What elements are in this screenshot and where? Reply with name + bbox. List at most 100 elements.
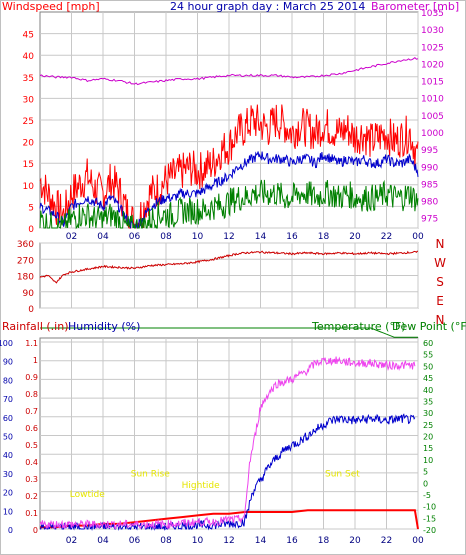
wind-x-tick-label: 14	[255, 232, 267, 242]
event-annotations: Lowtide Sun Rise Hightide Sun Set	[70, 470, 361, 501]
rain-x-tick-label: 12	[223, 536, 234, 546]
compass-label-n: N	[436, 237, 445, 251]
direction-tick-label: 180	[17, 273, 34, 283]
wind-x-tick-label: 08	[160, 232, 172, 242]
wind-x-tick-label: 10	[192, 232, 204, 242]
wind-right-axis-label: Barometer [mb]	[371, 0, 459, 13]
temperature-axis-label: Temperature (°F)	[311, 320, 406, 333]
wind-x-tick-label: 20	[349, 232, 361, 242]
series-line-barometer	[39, 57, 419, 86]
wind-left-tick-label: 30	[23, 95, 35, 105]
direction-axis-ticks: 0 90 180 270 360	[17, 240, 34, 315]
rain-x-tick-label: 16	[286, 536, 298, 546]
wind-right-tick-label: 1035	[421, 9, 444, 19]
rainfall-tick-label: 0.5	[25, 441, 38, 450]
rainfall-axis-label: Rainfall (.in)	[2, 320, 69, 333]
wind-x-tick-label: 16	[286, 232, 298, 242]
rainfall-tick-label: 0.8	[25, 390, 38, 399]
temperature-tick-label: 15	[423, 444, 433, 453]
wind-right-axis-ticks: 975 980 985 990 995 1000 1005 1010 1015 1020 1025 1…	[421, 9, 444, 225]
rain-temperature-panel: Lowtide Sun Rise Hightide Sun Set 0 0.1 0.2 0.…	[0, 320, 466, 546]
compass-label-w: W	[434, 256, 446, 270]
wind-left-tick-label: 0	[28, 225, 34, 235]
series-line-wind-gust-low	[39, 179, 419, 230]
wind-left-axis-label: Windspeed [mph]	[2, 0, 100, 13]
rainfall-tick-label: 0.9	[25, 373, 38, 382]
wind-right-tick-label: 1025	[421, 43, 444, 53]
wind-left-tick-label: 35	[23, 74, 34, 84]
temperature-tick-label: -10	[423, 503, 436, 512]
humidity-tick-label: 50	[3, 433, 13, 442]
wind-right-tick-label: 1005	[421, 112, 444, 122]
annotation-hightide: Hightide	[182, 481, 220, 491]
temperature-tick-label: 60	[423, 339, 433, 348]
rain-x-tick-label: 14	[255, 536, 267, 546]
series-line-dew-point	[40, 327, 418, 338]
rainfall-axis-ticks: 0 0.1 0.2 0.3 0.4 0.5 0.6 0.7 0.8 0.9 1 1.1	[25, 339, 38, 535]
wind-right-tick-label: 995	[421, 146, 438, 156]
rain-x-axis-ticks: 02 04 06 08 10 12 14 16 18 20 22 00	[66, 536, 424, 546]
rain-x-tick-label: 22	[381, 536, 392, 546]
rainfall-tick-label: 0.7	[25, 407, 38, 416]
rain-x-tick-label: 10	[192, 536, 204, 546]
wind-right-tick-label: 980	[421, 198, 438, 208]
wind-x-tick-label: 00	[412, 232, 424, 242]
temperature-tick-label: 10	[423, 456, 433, 465]
chart-title: 24 hour graph day : March 25 2014	[170, 0, 365, 13]
rainfall-tick-label: 1.1	[25, 339, 38, 348]
wind-left-tick-label: 15	[23, 160, 34, 170]
rain-x-tick-label: 20	[349, 536, 361, 546]
rain-x-tick-label: 00	[412, 536, 424, 546]
rainfall-tick-label: 0	[33, 526, 38, 535]
wind-right-tick-label: 1030	[421, 26, 444, 36]
wind-right-tick-label: 975	[421, 215, 438, 225]
temperature-tick-label: 0	[423, 479, 428, 488]
series-line-humidity	[40, 413, 416, 531]
rainfall-tick-label: 1	[33, 356, 38, 365]
humidity-tick-label: 30	[3, 470, 13, 479]
wind-left-tick-label: 25	[23, 117, 34, 127]
temperature-tick-label: 45	[423, 374, 433, 383]
direction-tick-label: 360	[17, 240, 34, 250]
annotation-lowtide: Lowtide	[70, 490, 105, 500]
rain-temperature-series	[39, 327, 419, 531]
wind-left-axis-ticks: 0 5 10 15 20 25 30 35 40 45	[23, 31, 35, 235]
temperature-tick-label: 20	[423, 433, 433, 442]
humidity-tick-label: 20	[3, 489, 13, 498]
wind-right-tick-label: 1010	[421, 95, 444, 105]
humidity-tick-label: 90	[3, 358, 13, 367]
humidity-axis-label: Humidity (%)	[68, 320, 140, 333]
wind-x-tick-label: 04	[97, 232, 109, 242]
rainfall-tick-label: 0.3	[25, 475, 38, 484]
humidity-tick-label: 60	[3, 414, 13, 423]
series-line-wind-direction	[39, 250, 418, 284]
direction-series	[39, 250, 418, 284]
dewpoint-axis-label: Dew Point (°F)	[392, 320, 466, 333]
annotation-sun-set: Sun Set	[325, 470, 360, 480]
temperature-tick-label: 40	[423, 386, 433, 395]
temperature-axis-ticks: -20 -15 -10 -5 0 5 10 15 20 25 30 35 40 45 50 55 60	[423, 339, 436, 535]
wind-left-tick-label: 40	[23, 52, 35, 62]
temperature-tick-label: 25	[423, 421, 433, 430]
rainfall-tick-label: 0.2	[25, 492, 38, 501]
humidity-axis-ticks: 0 10 20 30 40 50 60 70 80 90 100	[0, 339, 13, 535]
compass-label-n: N	[436, 313, 445, 327]
direction-tick-label: 270	[17, 256, 34, 266]
rain-grid	[40, 338, 419, 530]
wind-x-axis-ticks: 02 04 06 08 10 12 14 16 18 20 22 00	[66, 232, 424, 242]
humidity-tick-label: 100	[0, 339, 13, 348]
annotation-sun-rise: Sun Rise	[131, 470, 170, 480]
series-line-temperature	[39, 356, 416, 530]
wind-left-tick-label: 10	[23, 182, 35, 192]
temperature-tick-label: -5	[423, 491, 431, 500]
humidity-tick-label: 10	[3, 507, 13, 516]
wind-right-tick-label: 1000	[421, 129, 444, 139]
wind-x-tick-label: 02	[66, 232, 77, 242]
rain-x-tick-label: 02	[66, 536, 77, 546]
wind-right-tick-label: 985	[421, 180, 438, 190]
humidity-tick-label: 40	[3, 451, 13, 460]
